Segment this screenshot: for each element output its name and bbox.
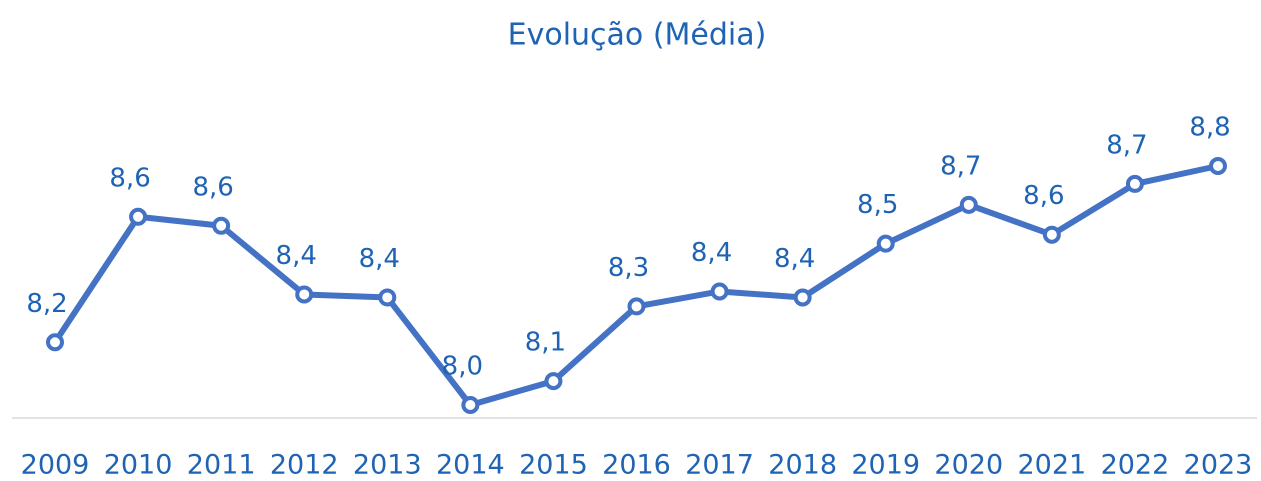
x-tick-label: 2009 [21,450,90,481]
data-label: 8,3 [608,253,649,283]
data-label: 8,4 [691,238,732,268]
x-tick-label: 2018 [768,450,837,481]
marker [1042,225,1061,244]
marker [959,195,978,214]
data-label: 8,6 [109,163,150,193]
data-label: 8,4 [276,241,317,271]
marker [129,207,148,226]
chart-title: Evolução (Média) [508,18,767,53]
marker [378,288,397,307]
data-label: 8,8 [1189,113,1230,143]
x-tick-label: 2021 [1017,450,1086,481]
marker [627,297,646,316]
data-label: 8,7 [1106,130,1147,160]
marker [876,234,895,253]
marker [212,216,231,235]
data-label: 8,0 [442,352,483,382]
data-label: 8,1 [525,328,566,358]
x-tick-label: 2022 [1101,450,1170,481]
data-label: 8,6 [1023,181,1064,211]
data-label: 8,4 [359,244,400,274]
x-tick-label: 2017 [685,450,754,481]
x-tick-label: 2013 [353,450,422,481]
data-label: 8,4 [774,244,815,274]
x-tick-label: 2019 [851,450,920,481]
data-label: 8,7 [940,151,981,181]
marker [1125,174,1144,193]
x-tick-label: 2023 [1184,450,1253,481]
marker [710,282,729,301]
marker [793,288,812,307]
x-tick-label: 2020 [934,450,1003,481]
marker [295,285,314,304]
marker [1209,157,1227,175]
x-tick-label: 2010 [104,450,173,481]
marker [46,333,64,352]
x-tick-label: 2015 [519,450,588,481]
x-tick-label: 2014 [436,450,505,481]
data-label: 8,5 [857,190,898,220]
x-tick-label: 2016 [602,450,671,481]
marker [461,396,480,414]
data-label: 8,2 [26,289,67,319]
x-tick-label: 2011 [187,450,256,481]
marker [544,372,563,391]
data-label: 8,6 [192,172,233,202]
x-tick-label: 2012 [270,450,339,481]
